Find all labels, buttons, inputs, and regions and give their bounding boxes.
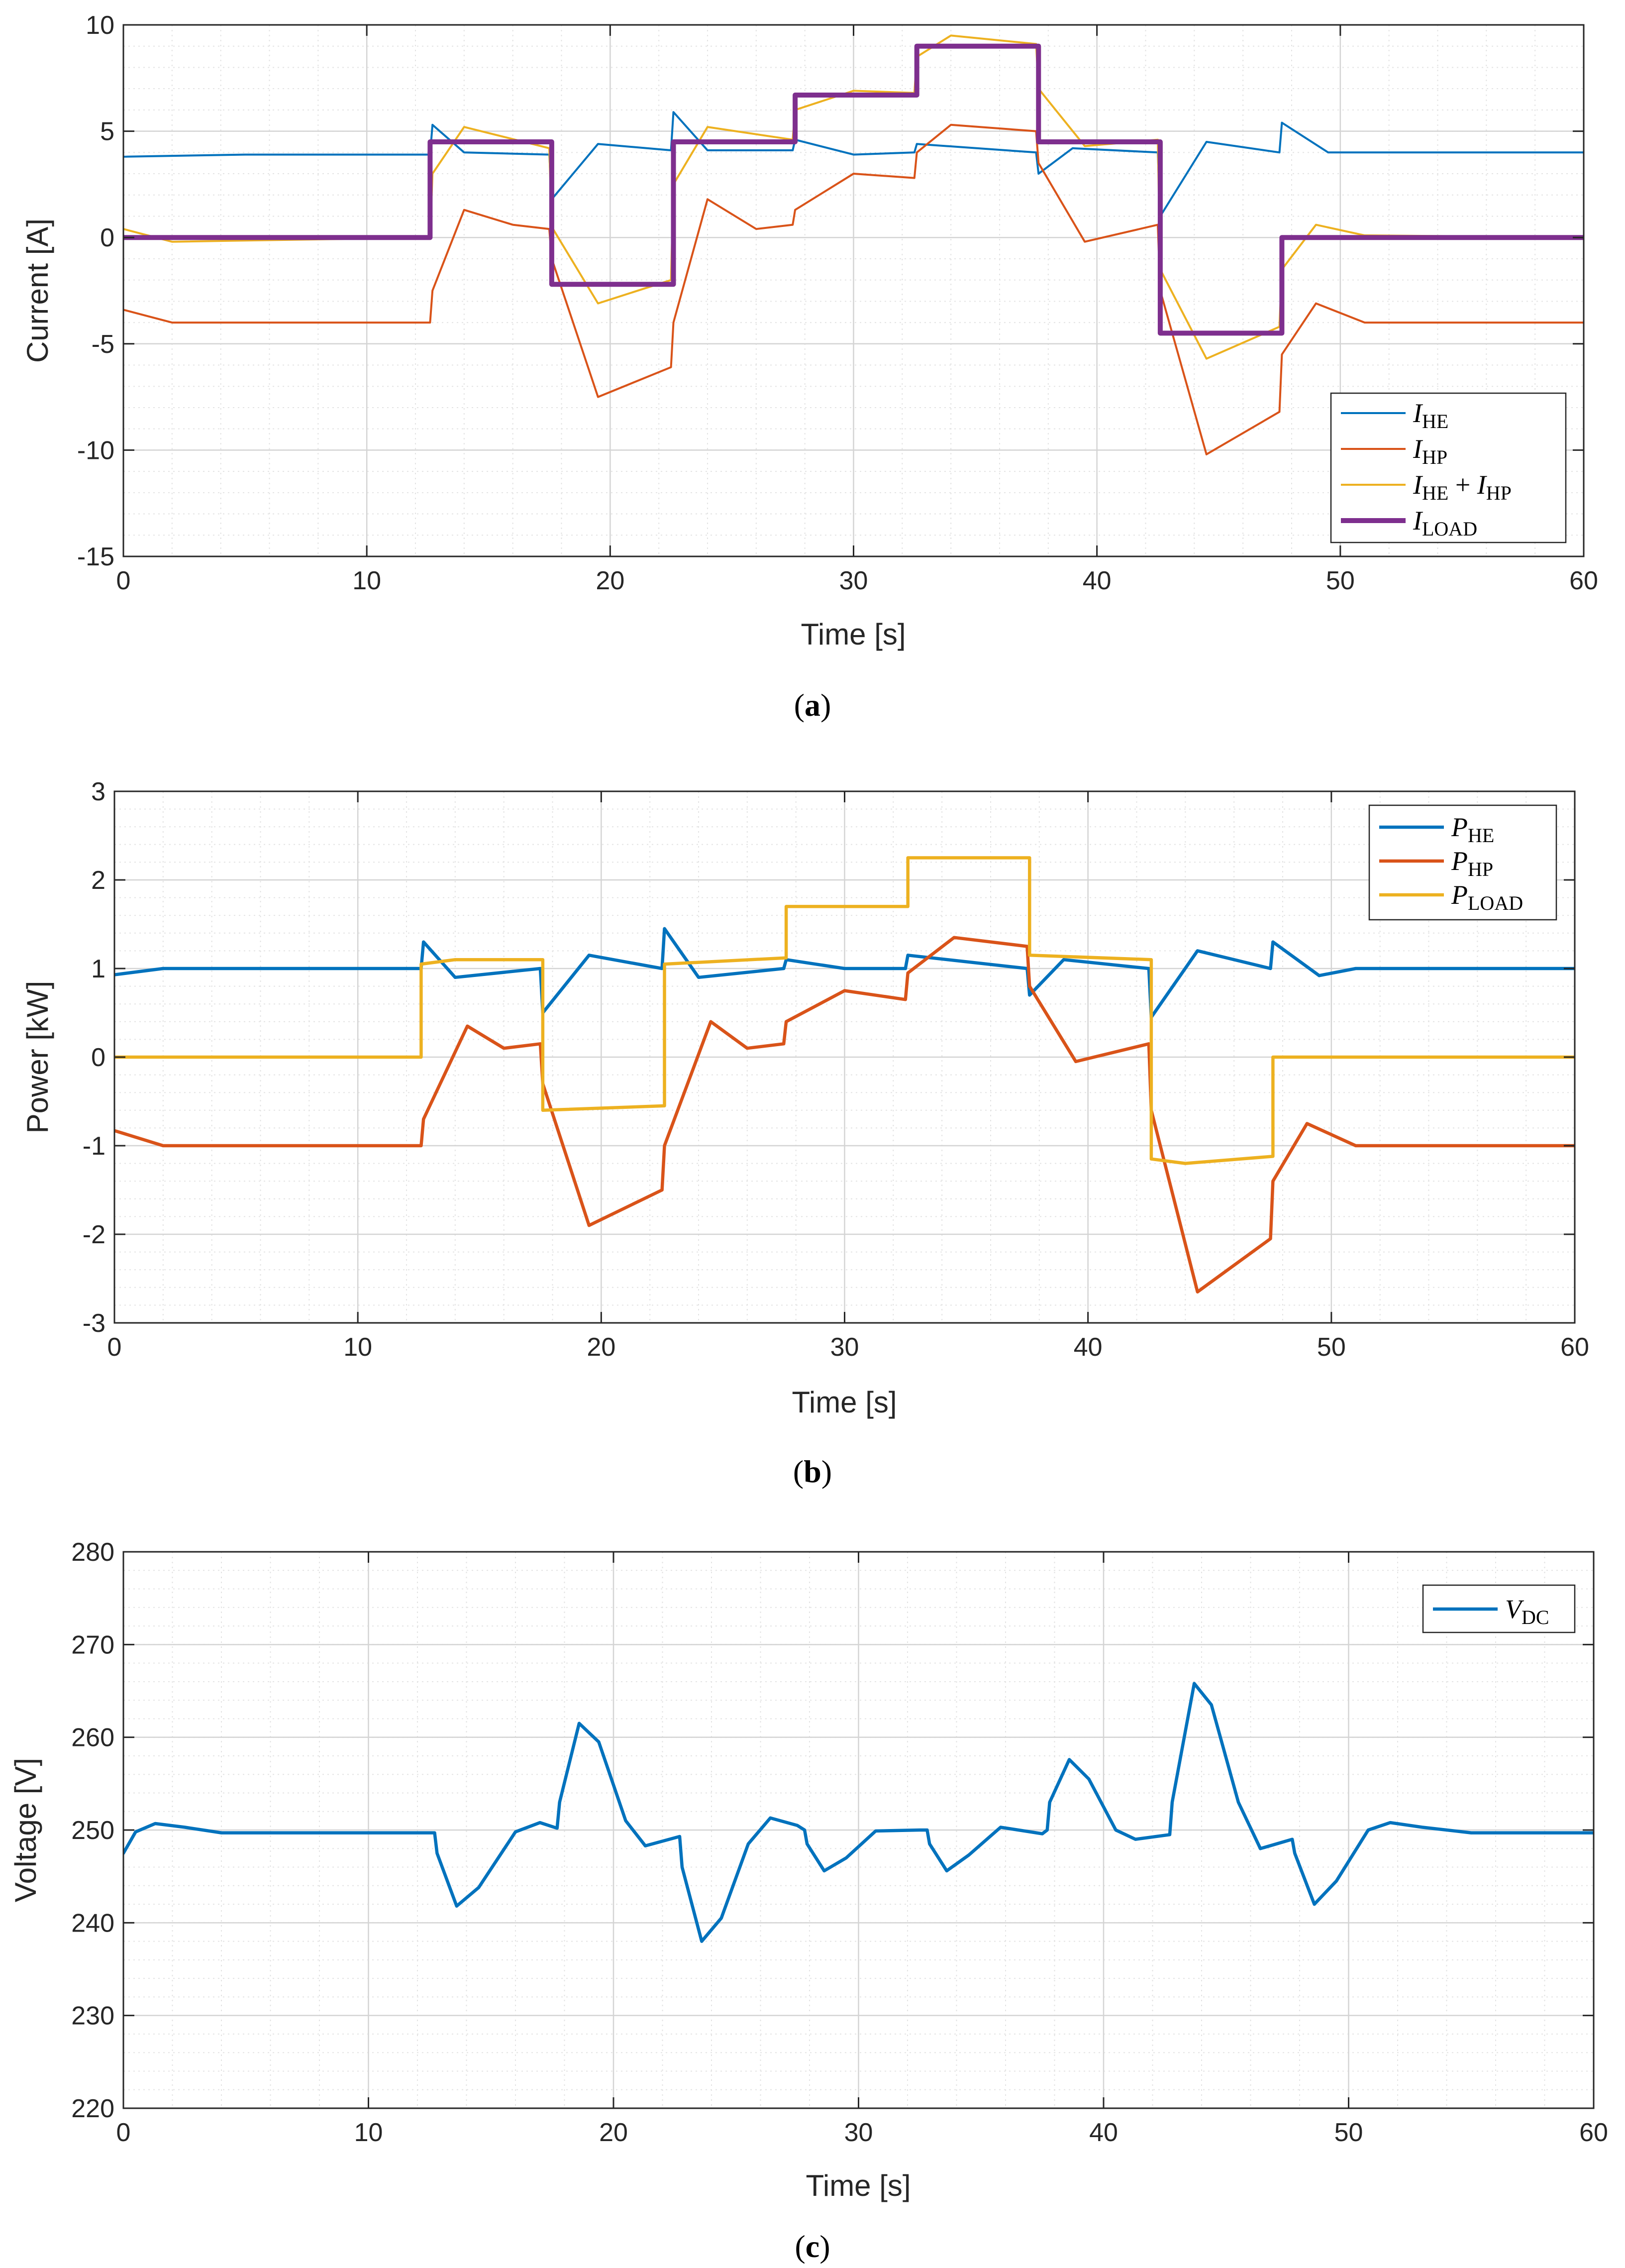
y-tick-label-a: 5 xyxy=(100,117,114,146)
x-tick-label-a: 40 xyxy=(1083,566,1112,595)
y-tick-label-c: 250 xyxy=(71,1816,114,1845)
series-line-a-load xyxy=(123,43,1584,336)
caption-c: (c) xyxy=(795,2229,830,2264)
x-tick-label-c: 30 xyxy=(844,2118,873,2147)
legend-label-a: ILOAD xyxy=(1413,506,1477,540)
y-tick-label-c: 240 xyxy=(71,1909,114,1938)
legend-c: VDC xyxy=(1422,1584,1576,1633)
y-tick-label-c: 260 xyxy=(71,1724,114,1752)
y-tick-label-b: -3 xyxy=(83,1309,105,1338)
x-tick-label-a: 20 xyxy=(596,566,624,595)
y-tick-label-a: -15 xyxy=(77,542,114,571)
x-tick-label-c: 60 xyxy=(1579,2118,1608,2147)
legend-label-a: IHP xyxy=(1413,434,1447,468)
y-tick-label-b: 3 xyxy=(91,777,105,806)
x-axis-label-a: Time [s] xyxy=(801,618,906,651)
x-tick-label-b: 30 xyxy=(830,1333,859,1362)
y-axis-label-b: Power [kW] xyxy=(21,981,54,1134)
y-tick-label-b: 1 xyxy=(91,955,105,983)
series-line-a-hp xyxy=(123,123,1584,455)
x-tick-label-a: 60 xyxy=(1569,566,1598,595)
x-tick-label-b: 10 xyxy=(343,1333,372,1362)
x-tick-label-c: 50 xyxy=(1334,2118,1363,2147)
chart-panel-b: 0 10 20 30 40 50 60 -3 -2 -1 0 1 2 3 Time [s] Power [… xyxy=(21,777,1589,1489)
series-line-a-he-sum xyxy=(123,34,1584,360)
y-tick-label-b: 2 xyxy=(91,866,105,895)
x-tick-label-a: 10 xyxy=(352,566,381,595)
legend-label-b: PHE xyxy=(1451,812,1494,847)
y-tick-label-b: -1 xyxy=(83,1132,105,1161)
legend-box-a xyxy=(1330,392,1567,543)
series-line-b-load xyxy=(114,856,1575,1165)
y-tick-label-a: 0 xyxy=(100,223,114,252)
series-line-c-dc xyxy=(123,1682,1594,1943)
caption-b: (b) xyxy=(793,1454,832,1489)
legend-label-b: PHP xyxy=(1451,846,1493,880)
legend-label-a: IHE + IHP xyxy=(1413,470,1512,504)
x-axis-label-c: Time [s] xyxy=(806,2169,911,2202)
y-tick-label-b: -2 xyxy=(83,1220,105,1249)
y-tick-label-c: 280 xyxy=(71,1538,114,1567)
series-line-a-he xyxy=(123,111,1584,217)
x-tick-label-b: 60 xyxy=(1560,1333,1589,1362)
x-tick-label-c: 20 xyxy=(599,2118,628,2147)
y-tick-label-a: -10 xyxy=(77,436,114,465)
x-tick-label-c: 40 xyxy=(1089,2118,1118,2147)
y-axis-label-c: Voltage [V] xyxy=(9,1758,42,1902)
legend-label-b: PLOAD xyxy=(1451,880,1523,914)
x-tick-label-a: 0 xyxy=(116,566,131,595)
y-tick-label-c: 230 xyxy=(71,2002,114,2031)
chart-panel-c: 0 10 20 30 40 50 60 220 230 240 250 260 270 280 Time … xyxy=(9,1538,1608,2264)
chart-panel-a: 0 10 20 30 40 50 60 -15 -10 -5 0 5 10 Time [s] Curre… xyxy=(21,11,1598,723)
x-tick-label-b: 50 xyxy=(1317,1333,1346,1362)
x-tick-label-b: 40 xyxy=(1074,1333,1103,1362)
caption-a: (a) xyxy=(794,687,831,723)
x-tick-label-c: 0 xyxy=(116,2118,131,2147)
y-tick-label-c: 270 xyxy=(71,1630,114,1659)
y-tick-label-b: 0 xyxy=(91,1043,105,1072)
x-tick-label-a: 30 xyxy=(839,566,868,595)
x-axis-label-b: Time [s] xyxy=(792,1386,897,1419)
x-tick-label-b: 0 xyxy=(107,1333,122,1362)
y-tick-label-a: -5 xyxy=(92,330,114,359)
x-tick-label-b: 20 xyxy=(587,1333,615,1362)
series-line-b-hp xyxy=(114,936,1575,1294)
y-tick-label-c: 220 xyxy=(71,2094,114,2123)
x-tick-label-c: 10 xyxy=(354,2118,383,2147)
legend-label-a: IHE xyxy=(1413,398,1448,432)
legend-label-c: VDC xyxy=(1505,1594,1549,1628)
y-tick-label-a: 10 xyxy=(86,11,114,40)
y-axis-label-a: Current [A] xyxy=(21,218,54,363)
x-tick-label-a: 50 xyxy=(1326,566,1355,595)
series-line-b-he xyxy=(114,927,1575,1019)
